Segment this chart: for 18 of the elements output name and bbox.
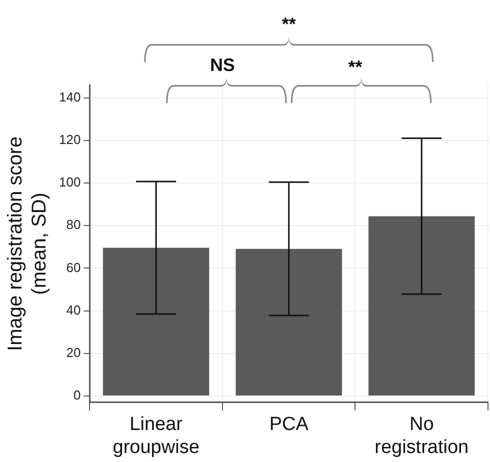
y-tick-label: 0	[73, 388, 81, 403]
bar	[368, 216, 475, 396]
x-tick-label: Linear groupwise	[112, 414, 200, 458]
x-tick-label: No registration	[374, 414, 469, 458]
text: **	[282, 14, 296, 34]
y-tick-label: 80	[66, 217, 81, 232]
text: **	[348, 57, 362, 77]
text: NS	[210, 55, 235, 75]
y-tick-label: 120	[58, 132, 81, 147]
bar	[236, 248, 342, 396]
y-axis-title: Image registration score (mean, SD)	[4, 136, 51, 351]
bar	[102, 248, 210, 396]
y-tick-label: 40	[66, 302, 81, 318]
y-tick-label: 20	[66, 344, 81, 360]
y-tick-label: 60	[66, 260, 81, 275]
x-tick-label: PCA	[269, 414, 309, 436]
y-tick-label: 100	[58, 174, 81, 190]
y-tick-label: 140	[58, 89, 81, 104]
